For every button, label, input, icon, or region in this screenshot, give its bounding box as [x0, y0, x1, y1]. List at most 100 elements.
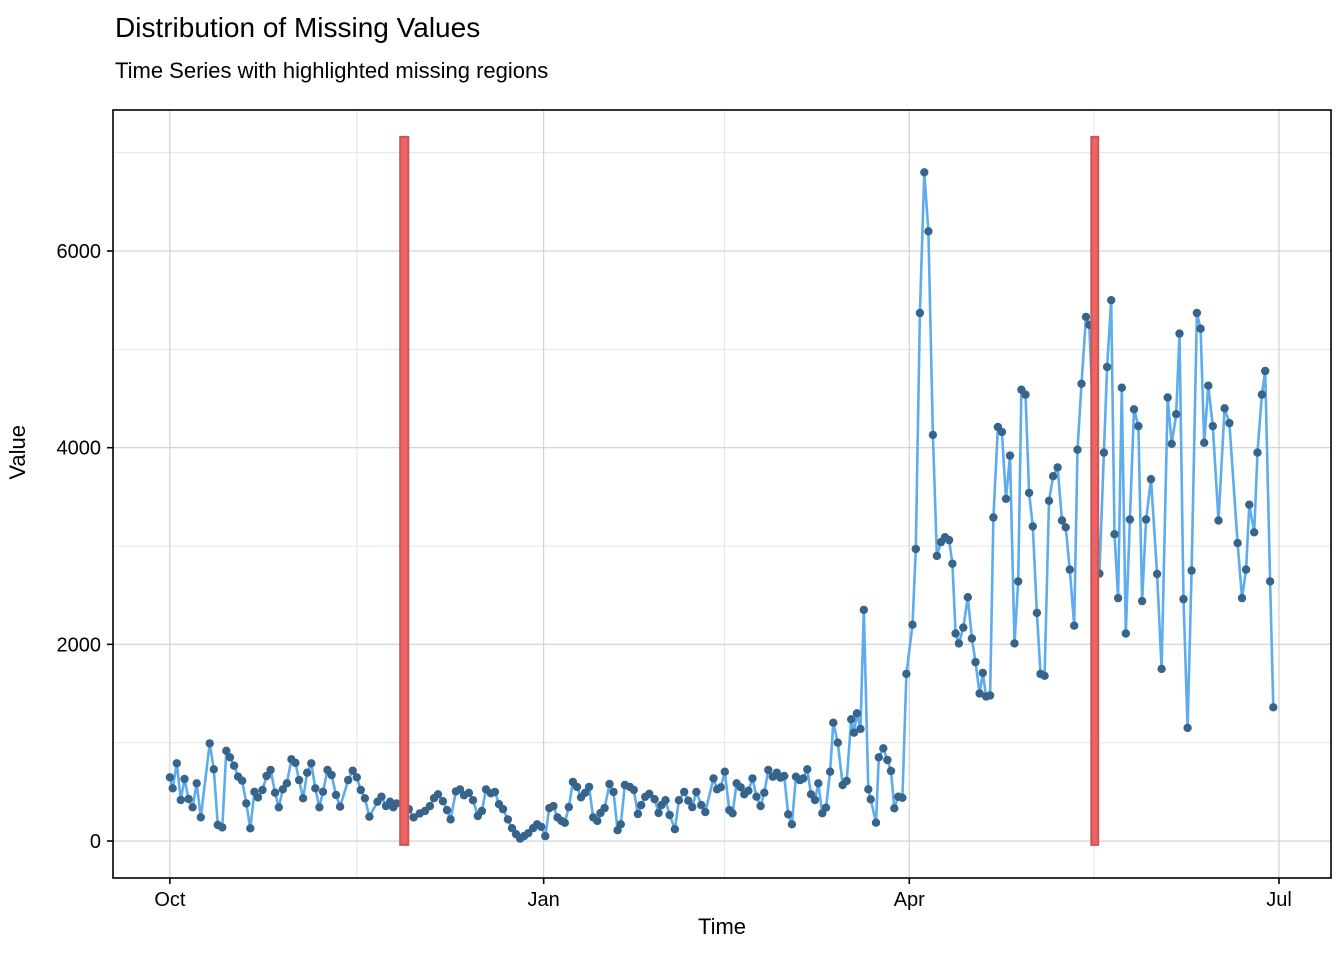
data-point: [348, 766, 357, 775]
data-point: [1187, 566, 1196, 575]
data-point: [1192, 308, 1202, 318]
data-point: [932, 551, 942, 561]
data-point: [852, 709, 862, 718]
data-point: [924, 227, 933, 236]
panel-border-layer: [112, 109, 1332, 879]
data-point: [176, 795, 185, 805]
data-point: [928, 430, 938, 440]
data-point: [192, 779, 201, 788]
data-point: [593, 816, 602, 826]
data-point: [1040, 671, 1049, 680]
data-point: [989, 513, 998, 522]
data-point: [920, 168, 929, 177]
data-point: [829, 718, 838, 727]
data-point: [270, 788, 280, 797]
data-point: [1137, 596, 1147, 606]
data-point: [821, 803, 831, 812]
data-point: [1265, 577, 1275, 586]
data-point: [605, 779, 614, 789]
data-point: [188, 803, 197, 812]
data-point: [446, 815, 455, 824]
data-point: [360, 794, 370, 803]
axis-labels-layer: Oct Jan Apr Jul 0 2000 4000 6000: [57, 241, 1292, 911]
data-point: [911, 544, 920, 554]
data-point: [736, 783, 745, 792]
data-point: [1152, 569, 1162, 579]
data-point: [344, 775, 353, 785]
data-point: [274, 803, 283, 812]
data-point: [1163, 393, 1172, 402]
data-point: [1253, 448, 1262, 457]
data-point: [1204, 381, 1213, 390]
data-point: [874, 753, 883, 762]
data-point: [600, 803, 609, 813]
data-point: [871, 818, 881, 827]
data-point: [392, 799, 401, 808]
data-point: [315, 803, 324, 812]
data-point: [1077, 379, 1086, 388]
data-point: [377, 792, 386, 801]
data-point: [1102, 362, 1112, 372]
data-point: [572, 782, 582, 792]
data-point: [318, 787, 328, 796]
data-point: [833, 738, 842, 747]
data-point: [866, 795, 875, 804]
data-point: [1113, 593, 1123, 603]
data-point: [1044, 496, 1054, 505]
data-point: [756, 801, 765, 811]
chart-title: Distribution of Missing Values: [115, 12, 481, 43]
data-point: [425, 801, 435, 811]
data-point: [225, 753, 235, 762]
data-point: [1179, 594, 1188, 604]
data-point: [262, 771, 271, 781]
data-point: [944, 535, 954, 545]
data-point: [1269, 703, 1278, 712]
data-point: [331, 790, 341, 800]
data-point: [172, 759, 181, 768]
data-point: [1110, 530, 1119, 539]
data-point: [477, 806, 487, 816]
data-point: [787, 820, 797, 829]
x-tick-label: Jan: [528, 889, 560, 911]
data-point: [1021, 390, 1030, 399]
data-point: [680, 787, 689, 797]
data-point: [1241, 565, 1251, 574]
missing-region-bar: [1090, 135, 1100, 846]
y-tick-label: 6000: [57, 241, 102, 263]
data-point: [180, 774, 189, 784]
data-point: [975, 689, 984, 698]
data-point: [864, 785, 873, 794]
data-point: [825, 767, 835, 776]
data-point: [1053, 463, 1062, 472]
data-point: [433, 790, 443, 799]
data-point: [303, 768, 312, 777]
data-point: [716, 783, 725, 792]
data-point: [580, 788, 590, 797]
data-point: [701, 807, 710, 817]
data-point: [1167, 439, 1176, 448]
data-point: [744, 786, 753, 795]
data-point: [1125, 515, 1135, 524]
data-point: [1001, 494, 1011, 503]
data-point: [1081, 312, 1091, 322]
data-point: [1057, 516, 1067, 525]
data-point: [688, 802, 697, 812]
data-point: [242, 799, 251, 808]
data-point: [1196, 324, 1205, 333]
data-point: [222, 746, 231, 755]
data-point: [997, 427, 1007, 437]
data-point: [728, 809, 737, 818]
data-point: [311, 784, 320, 793]
data-point: [978, 668, 987, 678]
data-point: [879, 744, 888, 753]
data-point: [1175, 329, 1184, 338]
data-point: [709, 774, 718, 783]
data-point: [165, 773, 175, 782]
data-point: [468, 796, 478, 805]
data-point: [266, 765, 275, 775]
data-point: [1225, 418, 1234, 428]
data-point: [229, 761, 239, 770]
missing-regions-layer: [399, 135, 1100, 846]
y-tick-label: 0: [90, 831, 101, 853]
